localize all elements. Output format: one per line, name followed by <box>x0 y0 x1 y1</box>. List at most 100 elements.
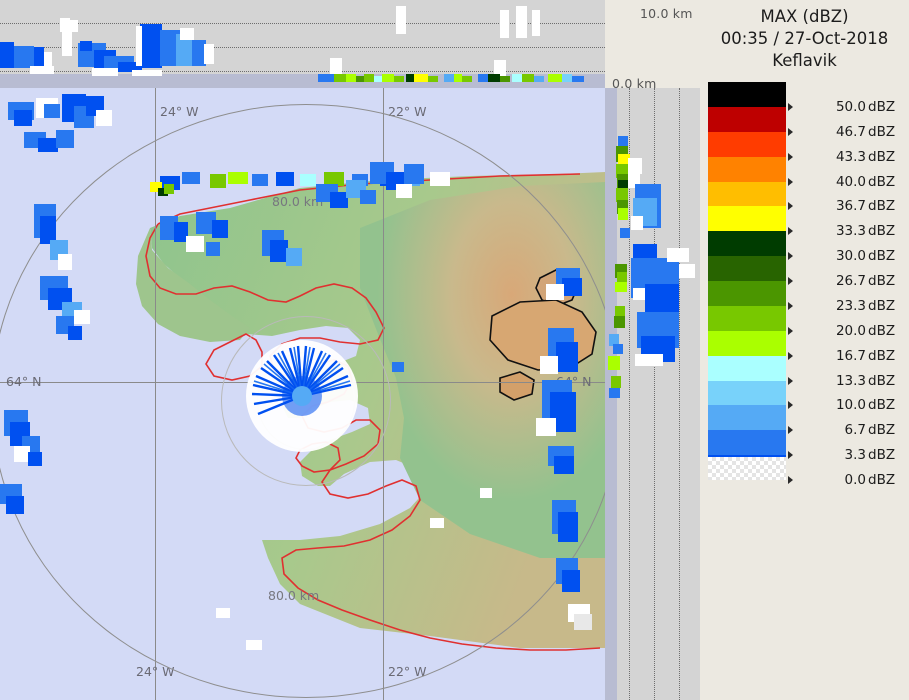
colorbar-band <box>708 256 786 281</box>
colorbar-band <box>708 355 786 381</box>
radar-map-view[interactable]: 64° N 64° N 24° W 22° W 24° W 22° W 80.0… <box>0 88 605 700</box>
product-name: MAX (dBZ) <box>760 7 849 26</box>
colorbar-band <box>708 281 786 306</box>
tick-unit: dBZ <box>868 422 896 439</box>
tick-arrow-icon <box>788 127 793 136</box>
range-ring-inner <box>221 316 391 486</box>
tick-arrow-icon <box>788 426 793 435</box>
tick-arrow-icon <box>788 326 793 335</box>
longitude-label-bottom-left: 24° W <box>136 664 175 679</box>
tick-unit: dBZ <box>868 372 896 389</box>
colorbar-band <box>708 305 786 331</box>
tick-value: 33.3 <box>835 223 866 240</box>
tick-unit: dBZ <box>868 347 896 364</box>
longitude-label-top-right: 22° W <box>388 104 427 119</box>
tick-arrow-icon <box>788 277 793 285</box>
colorbar-band <box>708 380 786 406</box>
colorbar-tick: 43.3 dBZ <box>788 148 896 165</box>
range-ring-label-bottom: 80.0 km <box>268 588 320 603</box>
tick-unit: dBZ <box>868 198 896 215</box>
product-timestamp: 00:35 / 27-Oct-2018 <box>720 29 889 48</box>
colorbar-band <box>708 405 786 431</box>
colorbar-tick: 40.0 dBZ <box>788 173 895 190</box>
colorbar-tick: 50.0 dBZ <box>788 98 896 115</box>
tick-unit: dBZ <box>868 397 896 414</box>
dbz-colorbar <box>708 82 786 480</box>
tick-unit: dBZ <box>868 297 896 314</box>
tick-arrow-icon <box>788 227 793 236</box>
tick-arrow-icon <box>788 152 793 161</box>
colorbar-tick: 36.7 dBZ <box>788 198 896 215</box>
tick-arrow-icon <box>788 476 793 484</box>
tick-value: 40.0 <box>835 173 866 190</box>
tick-value: 46.7 <box>835 123 866 140</box>
tick-arrow-icon <box>788 451 793 460</box>
cross-section-gridline <box>0 23 605 24</box>
colorbar-tick: 16.7 dBZ <box>788 347 896 364</box>
tick-value: 6.7 <box>844 422 866 439</box>
tick-unit: dBZ <box>868 248 896 265</box>
tick-unit: dBZ <box>868 322 896 339</box>
top-cross-section-echoes <box>0 6 584 82</box>
colorbar-band <box>708 131 786 157</box>
colorbar-tick: 33.3 dBZ <box>788 223 896 240</box>
tick-arrow-icon <box>788 301 793 310</box>
cross-section-gridline <box>0 47 605 48</box>
top-cross-section-panel <box>0 0 605 88</box>
cross-section-gridline <box>629 88 630 700</box>
tick-value: 30.0 <box>835 248 866 265</box>
radar-site-name: Keflavik <box>772 51 837 70</box>
colorbar-band <box>708 206 786 232</box>
tick-value: 13.3 <box>835 372 866 389</box>
longitude-label-top-left: 24° W <box>160 104 199 119</box>
tick-value: 23.3 <box>835 297 866 314</box>
tick-value: 43.3 <box>835 148 866 165</box>
colorbar-tick: 0.0 dBZ <box>788 472 896 488</box>
range-ring-label-top: 80.0 km <box>272 194 324 209</box>
tick-arrow-icon <box>788 252 793 261</box>
tick-arrow-icon <box>788 177 793 186</box>
colorbar-band <box>708 82 786 107</box>
radar-echo-layer <box>0 94 592 650</box>
tick-arrow-icon <box>788 202 793 211</box>
tick-value: 26.7 <box>835 273 866 289</box>
colorbar-tick: 46.7 dBZ <box>788 123 895 140</box>
tick-unit: dBZ <box>868 223 896 240</box>
colorbar-band <box>708 430 786 456</box>
legend-sidebar: MAX (dBZ) 00:35 / 27-Oct-2018 Keflavik 5… <box>700 0 909 700</box>
tick-value: 20.0 <box>835 322 866 339</box>
tick-arrow-icon <box>788 376 793 385</box>
colorbar-band <box>708 330 786 356</box>
colorbar-band <box>708 106 786 132</box>
tick-unit: dBZ <box>868 472 896 488</box>
tick-value: 36.7 <box>835 198 866 215</box>
cross-section-bottom-height-label: 0.0 km <box>612 76 657 91</box>
tick-value: 10.0 <box>835 397 866 414</box>
tick-unit: dBZ <box>868 148 896 165</box>
colorbar-tick: 23.3 dBZ <box>788 297 896 314</box>
tick-value: 0.0 <box>844 472 866 488</box>
colorbar-tick: 3.3 dBZ <box>788 447 896 464</box>
colorbar-band <box>708 181 786 207</box>
colorbar-tick: 30.0 dBZ <box>788 248 896 265</box>
tick-unit: dBZ <box>868 447 896 464</box>
colorbar-tick: 6.7 dBZ <box>788 422 896 439</box>
cross-section-corner <box>605 0 700 88</box>
right-cross-section-echoes <box>608 136 695 398</box>
colorbar-band <box>708 156 786 182</box>
tick-value: 16.7 <box>835 347 866 364</box>
cross-section-gridline <box>679 88 680 700</box>
tick-arrow-icon <box>788 351 793 360</box>
cross-section-top-height-label: 10.0 km <box>640 6 693 21</box>
tick-unit: dBZ <box>868 273 896 289</box>
colorbar-tick: 13.3 dBZ <box>788 372 896 389</box>
tick-value: 50.0 <box>835 98 866 115</box>
cross-section-gridline <box>654 88 655 700</box>
tick-unit: dBZ <box>868 98 896 115</box>
cross-section-gridline <box>0 71 605 72</box>
tick-value: 3.3 <box>844 447 866 464</box>
tick-arrow-icon <box>788 401 793 410</box>
product-title-block: MAX (dBZ) 00:35 / 27-Oct-2018 Keflavik <box>700 6 909 72</box>
colorbar-tick: 10.0 dBZ <box>788 397 896 414</box>
